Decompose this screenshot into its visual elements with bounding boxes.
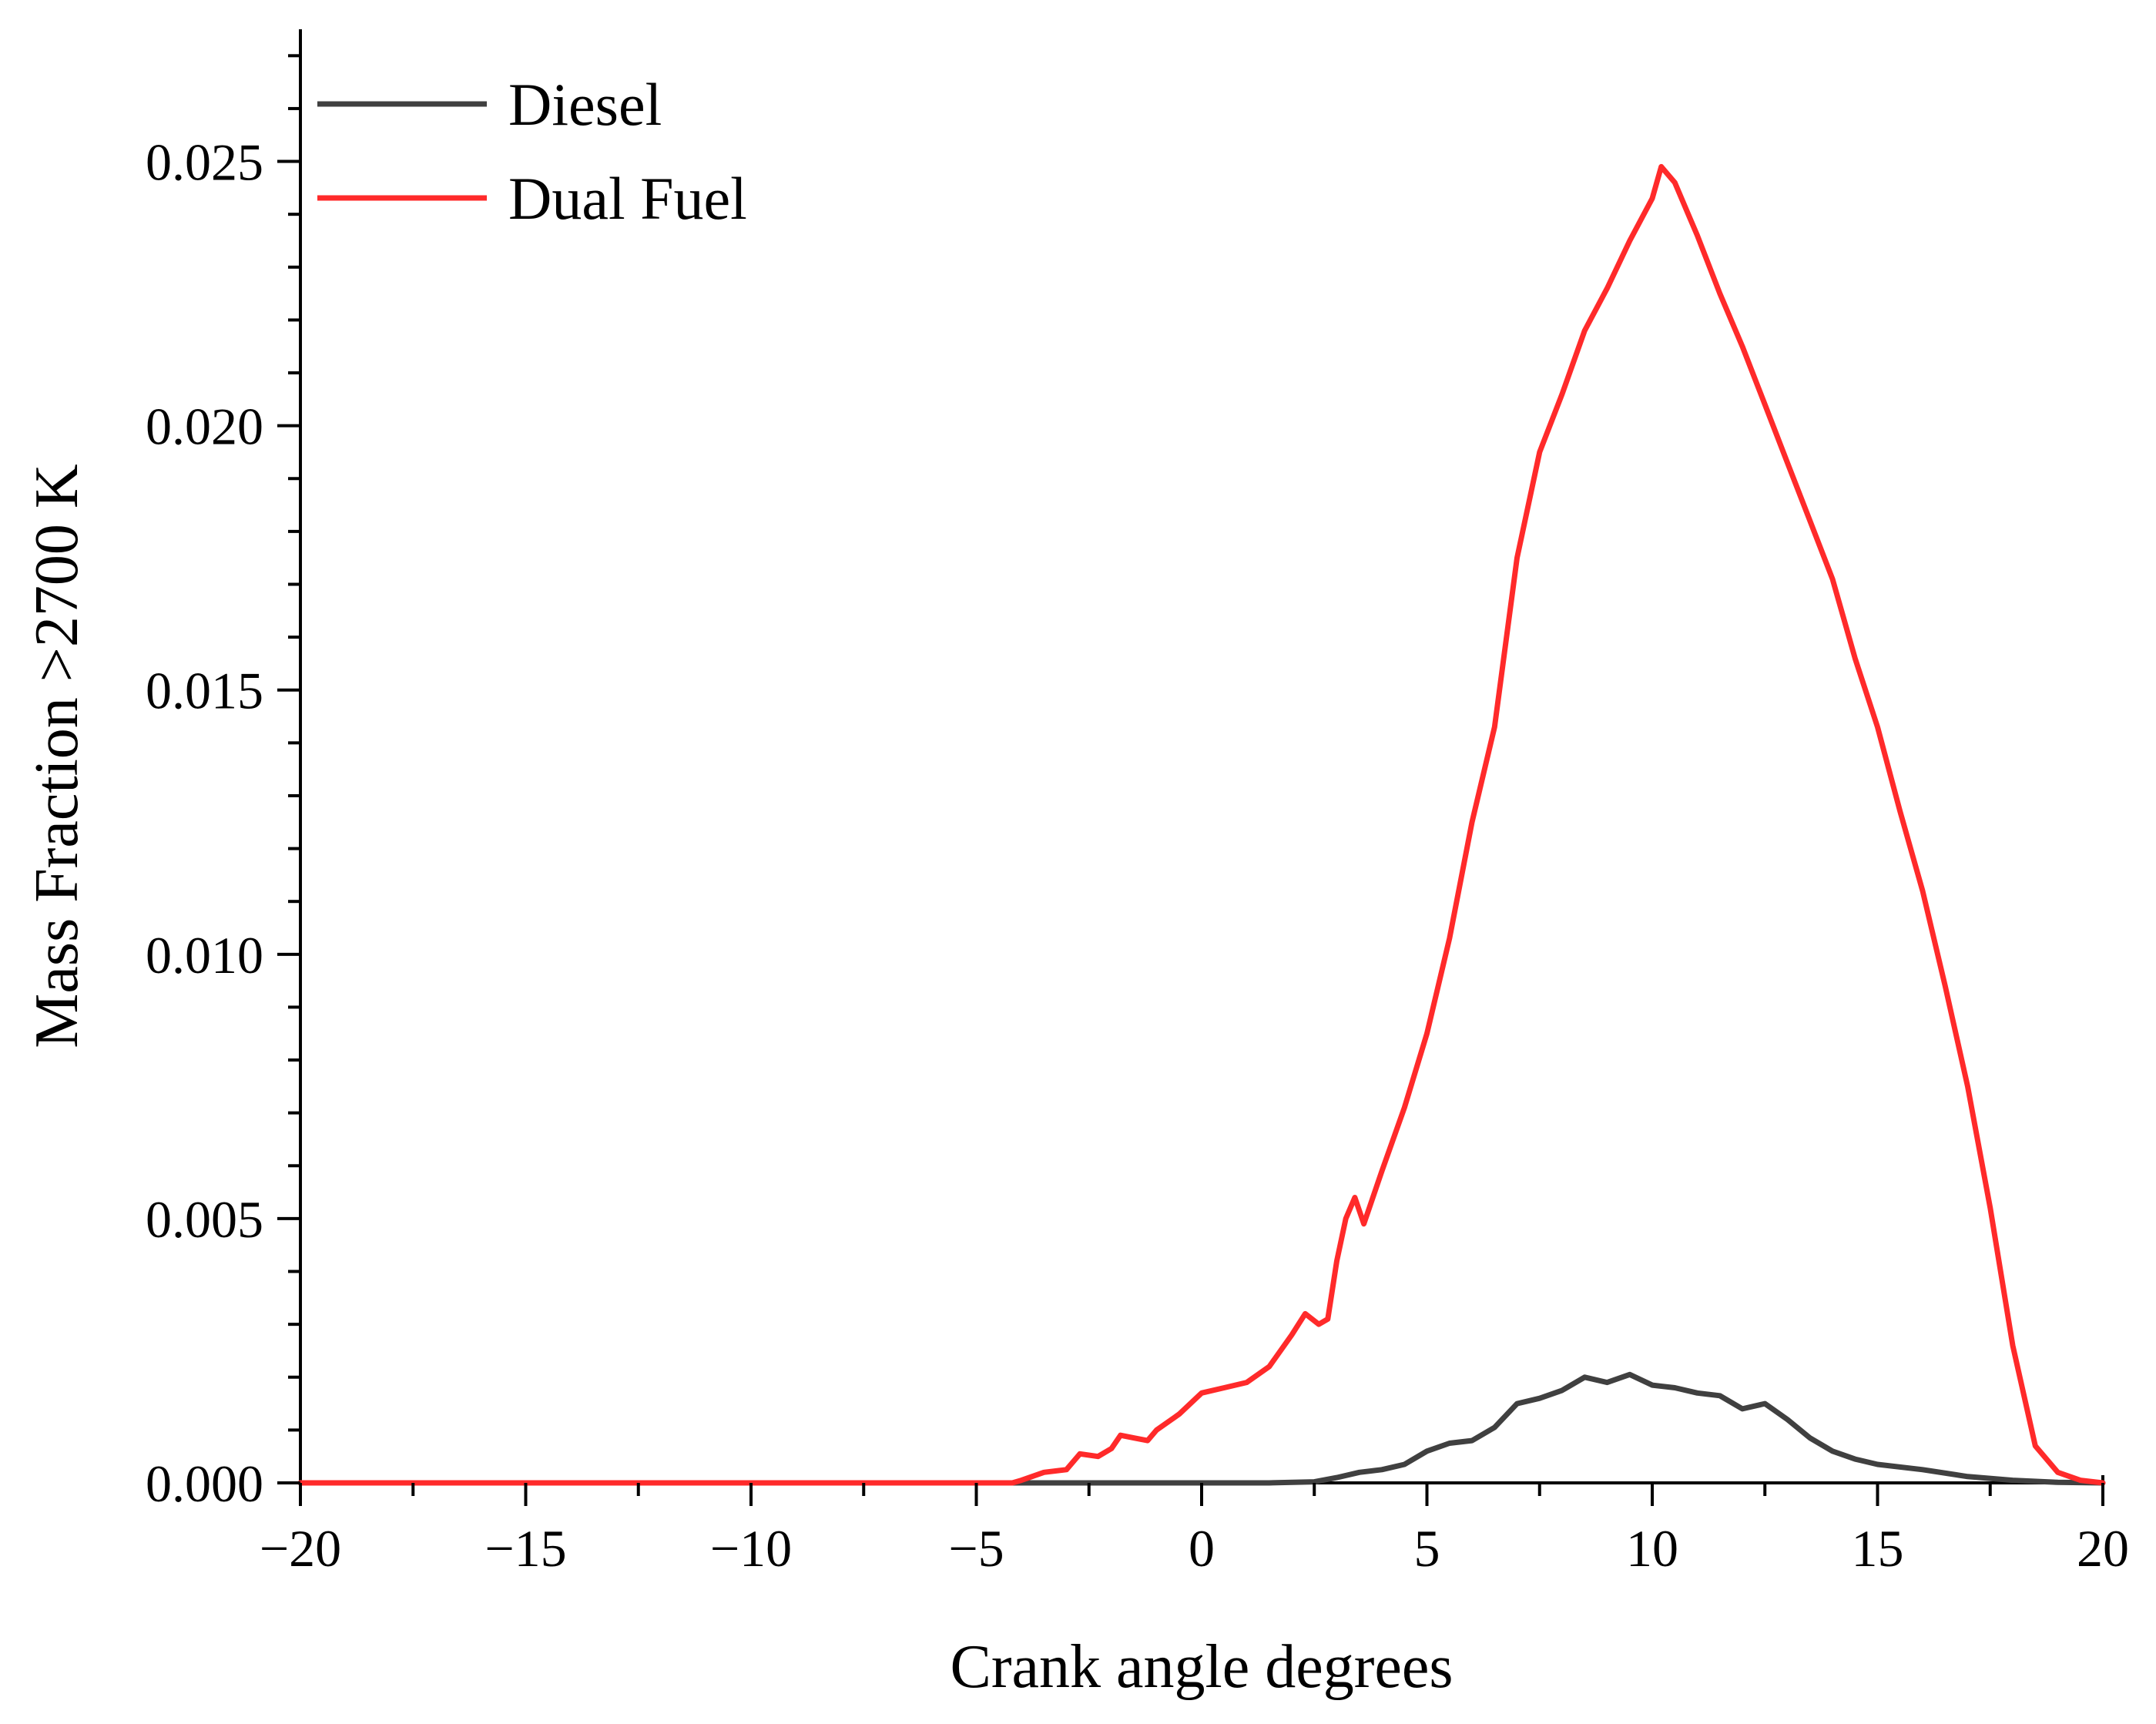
x-tick-label: −10 [710,1519,792,1578]
x-tick-label: 5 [1414,1519,1440,1578]
legend-label: Diesel [508,71,662,138]
x-tick-label: 10 [1626,1519,1678,1578]
axes-group [299,29,2104,1484]
x-axis-title: Crank angle degrees [950,1633,1453,1701]
y-tick-label: 0.025 [146,133,263,192]
x-tick-label: 20 [2077,1519,2129,1578]
y-tick-label: 0.005 [146,1190,263,1249]
x-tick-label: 0 [1189,1519,1215,1578]
series-line-diesel [297,1371,2106,1486]
legend-label: Dual Fuel [508,165,747,232]
x-tick-label: 15 [1852,1519,1904,1578]
y-tick-label: 0.000 [146,1454,263,1513]
y-tick-label: 0.010 [146,926,263,984]
x-tick-label: −15 [485,1519,566,1578]
x-tick-label: −5 [948,1519,1004,1578]
series-group [297,163,2106,1486]
y-tick-label: 0.015 [146,662,263,720]
y-tick-label: 0.020 [146,397,263,456]
legend: Diesel Dual Fuel [317,71,747,232]
series-line-dual-fuel [297,163,2106,1486]
ticks-group: −20 −15 −10 −5 0 5 10 15 20 0.000 0.005 0.010 0.015 0… [146,54,2129,1578]
x-tick-label: −20 [260,1519,341,1578]
y-axis-title: Mass Fraction >2700 K [23,464,91,1048]
